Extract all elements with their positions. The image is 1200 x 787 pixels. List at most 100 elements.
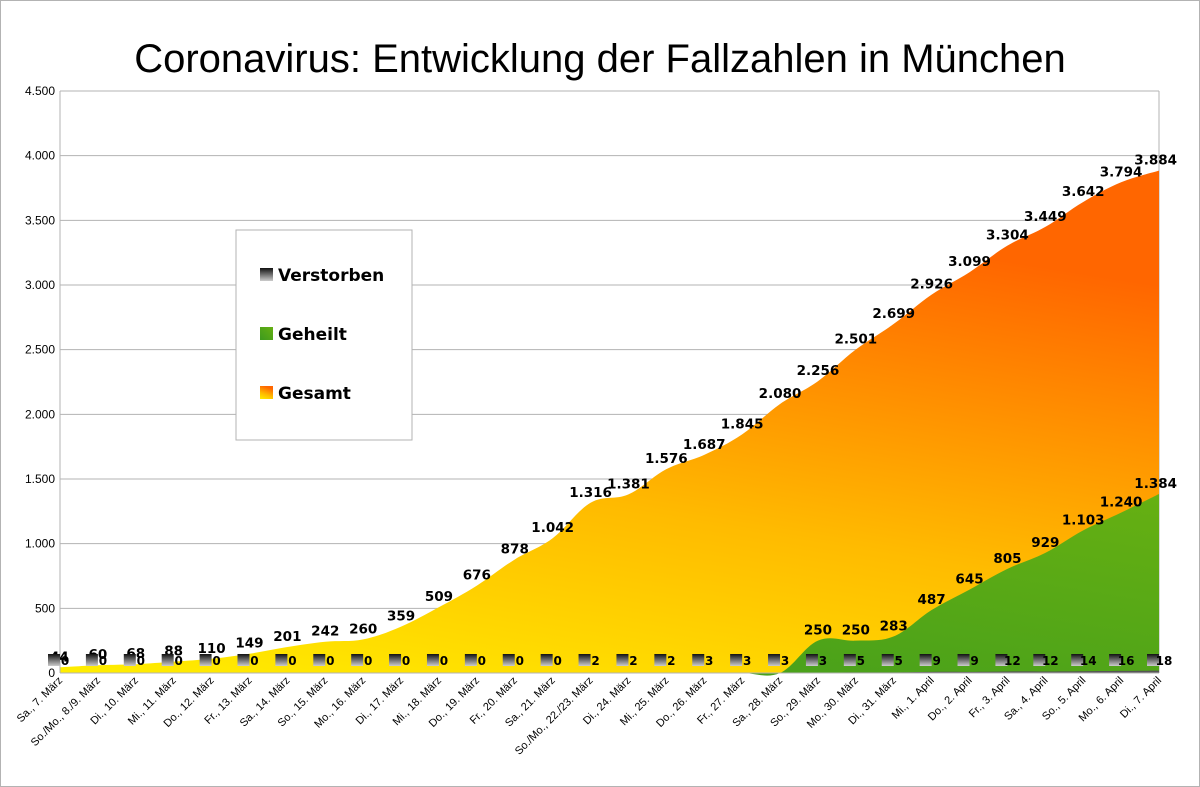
data-label-gesamt: 3.794 [1100, 164, 1143, 180]
data-label-verstorben: 5 [857, 654, 865, 668]
marker-verstorben [919, 654, 932, 666]
y-tick-label: 4.500 [25, 84, 55, 98]
data-label-gesamt: 509 [425, 589, 453, 605]
legend: Verstorben Geheilt Gesamt [235, 229, 413, 441]
axes [59, 91, 1159, 674]
data-label-geheilt: 250 [842, 623, 870, 639]
data-label-verstorben: 12 [1042, 654, 1059, 668]
x-tick-label: So./Mo., 8./9. März [29, 675, 103, 749]
data-label-verstorben: 2 [591, 654, 599, 668]
data-label-geheilt: 1.103 [1062, 512, 1105, 528]
y-tick-label: 500 [35, 601, 55, 615]
data-label-verstorben: 0 [99, 654, 107, 668]
data-label-verstorben: 12 [1004, 654, 1021, 668]
data-label-verstorben: 0 [326, 654, 334, 668]
data-label-gesamt: 2.501 [834, 332, 877, 348]
data-label-gesamt: 3.449 [1024, 209, 1067, 225]
area-gesamt [60, 170, 1159, 674]
data-label-verstorben: 18 [1156, 654, 1173, 668]
data-label-verstorben: 0 [364, 654, 372, 668]
marker-verstorben [995, 654, 1008, 666]
marker-verstorben [426, 654, 439, 666]
data-label-geheilt: 250 [804, 623, 832, 639]
data-label-gesamt: 1.042 [531, 520, 574, 536]
data-label-verstorben: 0 [516, 654, 524, 668]
marker-verstorben [237, 654, 250, 666]
data-label-geheilt: 1.240 [1100, 495, 1143, 511]
area-verstorben [60, 670, 1159, 674]
marker-verstorben [1109, 654, 1122, 666]
y-tick-label: 4.000 [25, 149, 55, 163]
marker-verstorben [540, 654, 553, 666]
marker-verstorben [48, 654, 60, 666]
legend-swatch-gesamt [260, 386, 273, 399]
data-label-verstorben: 0 [212, 654, 220, 668]
data-label-gesamt: 201 [273, 629, 301, 645]
data-label-gesamt: 676 [463, 568, 491, 584]
data-label-gesamt: 359 [387, 609, 415, 625]
y-tick-label: 0 [48, 666, 55, 680]
marker-verstorben [843, 654, 856, 666]
data-label-gesamt: 260 [349, 621, 377, 637]
data-label-gesamt: 2.256 [797, 363, 840, 379]
y-tick-label: 3.500 [25, 213, 55, 227]
data-label-gesamt: 2.080 [759, 386, 802, 402]
data-label-verstorben: 0 [478, 654, 486, 668]
y-axis-tick-labels: 0 500 1.000 1.500 2.000 2.500 3.000 3.500 4.000 4… [25, 84, 55, 680]
y-tick-label: 2.500 [25, 343, 55, 357]
marker-verstorben [957, 654, 970, 666]
data-label-verstorben: 0 [250, 654, 258, 668]
data-label-geheilt: 283 [880, 618, 908, 634]
data-label-verstorben: 2 [629, 654, 637, 668]
y-tick-label: 3.000 [25, 278, 55, 292]
marker-verstorben [578, 654, 591, 666]
marker-verstorben [654, 654, 667, 666]
data-label-gesamt: 1.316 [569, 485, 612, 501]
legend-label-gesamt: Gesamt [278, 384, 351, 404]
data-label-geheilt: 645 [955, 572, 983, 588]
y-tick-label: 1.500 [25, 472, 55, 486]
legend-swatch-verstorben [260, 268, 273, 281]
data-label-gesamt: 1.687 [683, 437, 726, 453]
data-label-gesamt: 110 [197, 641, 225, 657]
data-label-verstorben: 5 [895, 654, 903, 668]
marker-verstorben [161, 654, 174, 666]
data-label-geheilt: 487 [918, 592, 946, 608]
data-label-verstorben: 14 [1080, 654, 1097, 668]
data-label-verstorben: 0 [440, 654, 448, 668]
chart-title: Coronavirus: Entwicklung der Fallzahlen … [134, 37, 1066, 81]
data-label-verstorben: 9 [932, 654, 940, 668]
data-label-verstorben: 3 [705, 654, 713, 668]
legend-label-geheilt: Geheilt [278, 325, 347, 345]
legend-swatch-geheilt [260, 327, 273, 340]
marker-verstorben [389, 654, 402, 666]
y-tick-label: 2.000 [25, 407, 55, 421]
data-label-gesamt: 1.845 [721, 416, 764, 432]
data-label-verstorben: 3 [781, 654, 789, 668]
data-label-verstorben: 0 [61, 654, 69, 668]
data-label-verstorben: 2 [667, 654, 675, 668]
marker-verstorben [199, 654, 212, 666]
marker-verstorben [123, 654, 136, 666]
marker-verstorben [275, 654, 288, 666]
marker-verstorben [730, 654, 743, 666]
data-label-gesamt: 149 [235, 636, 263, 652]
marker-verstorben [881, 654, 894, 666]
marker-verstorben [351, 654, 364, 666]
marker-verstorben [313, 654, 326, 666]
area-series [60, 170, 1159, 676]
data-label-gesamt: 3.099 [948, 254, 991, 270]
marker-verstorben [1147, 654, 1159, 666]
data-label-gesamt: 878 [501, 541, 529, 557]
data-label-verstorben: 0 [175, 654, 183, 668]
data-label-gesamt: 1.576 [645, 451, 688, 467]
marker-verstorben [85, 654, 98, 666]
marker-verstorben [692, 654, 705, 666]
data-label-verstorben: 0 [288, 654, 296, 668]
marker-verstorben [616, 654, 629, 666]
data-label-gesamt: 242 [311, 624, 339, 640]
legend-label-verstorben: Verstorben [278, 266, 384, 286]
data-label-verstorben: 0 [402, 654, 410, 668]
marker-verstorben [1071, 654, 1084, 666]
